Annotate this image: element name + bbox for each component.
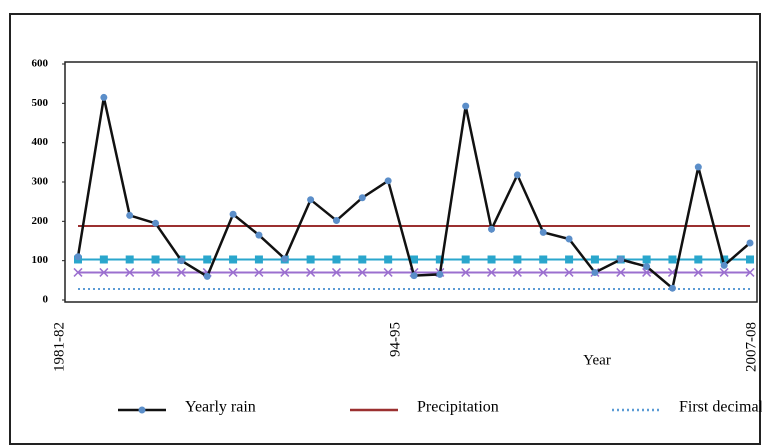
- y-tick-label: 500: [32, 97, 49, 109]
- data-point: [564, 267, 574, 277]
- data-point: [513, 255, 522, 264]
- data-point: [565, 255, 574, 264]
- data-point: [461, 255, 470, 264]
- data-point: [694, 163, 702, 171]
- data-point: [384, 255, 393, 264]
- data-point: [306, 255, 315, 264]
- data-point: [590, 255, 599, 264]
- data-point: [719, 267, 729, 277]
- data-point: [643, 263, 651, 271]
- data-point: [126, 211, 134, 219]
- data-point: [254, 255, 263, 264]
- data-point: [616, 267, 626, 277]
- data-point: [591, 268, 599, 276]
- data-point: [176, 267, 186, 277]
- data-point: [203, 272, 211, 280]
- data-point: [488, 225, 496, 233]
- legend-marker: [138, 406, 146, 414]
- y-tick-label: 200: [32, 215, 49, 227]
- data-point: [332, 255, 341, 264]
- data-point: [435, 255, 444, 264]
- data-point: [694, 255, 703, 264]
- data-point: [229, 255, 238, 264]
- data-point: [668, 255, 677, 264]
- data-point: [229, 210, 237, 218]
- data-point: [746, 239, 754, 247]
- data-point: [358, 255, 367, 264]
- data-point: [720, 255, 729, 264]
- data-point: [100, 93, 108, 101]
- data-point: [538, 267, 548, 277]
- x-axis-title: Year: [583, 352, 611, 368]
- x-tick-label: 2007-08: [743, 322, 759, 372]
- data-point: [358, 194, 366, 202]
- x-tick-label: 94-95: [387, 322, 403, 357]
- data-point: [152, 219, 160, 227]
- data-point: [461, 267, 471, 277]
- legend-label: Precipitation: [417, 399, 499, 416]
- data-point: [306, 267, 316, 277]
- y-tick-label: 100: [32, 254, 49, 266]
- data-point: [745, 267, 755, 277]
- data-point: [125, 255, 134, 264]
- data-point: [151, 255, 160, 264]
- data-point: [177, 257, 185, 265]
- data-point: [99, 255, 108, 264]
- data-point: [384, 177, 392, 185]
- y-tick-label: 300: [32, 176, 49, 188]
- data-point: [565, 235, 573, 243]
- data-point: [487, 267, 497, 277]
- data-point: [539, 255, 548, 264]
- data-point: [74, 253, 82, 261]
- data-point: [307, 196, 315, 204]
- data-point: [254, 267, 264, 277]
- data-point: [151, 267, 161, 277]
- data-point: [383, 267, 393, 277]
- data-point: [281, 255, 289, 263]
- chart-frame: [9, 13, 761, 445]
- data-point: [746, 255, 754, 264]
- data-point: [462, 102, 470, 110]
- data-point: [228, 267, 238, 277]
- legend-label: Yearly rain: [185, 399, 256, 416]
- data-point: [436, 270, 444, 278]
- data-point: [280, 267, 290, 277]
- y-tick-label: 400: [32, 136, 49, 148]
- data-point: [693, 267, 703, 277]
- x-tick-label: 1981-82: [51, 322, 67, 372]
- y-tick-label: 0: [43, 294, 49, 306]
- data-point: [487, 255, 496, 264]
- y-tick-label: 600: [32, 58, 49, 70]
- data-point: [539, 228, 547, 236]
- data-point: [410, 272, 418, 280]
- data-point: [668, 284, 676, 292]
- data-point: [357, 267, 367, 277]
- data-point: [410, 255, 418, 264]
- data-point: [99, 267, 109, 277]
- data-point: [617, 255, 625, 263]
- data-point: [125, 267, 135, 277]
- legend-label: First decimal: [679, 399, 762, 416]
- data-point: [513, 171, 521, 179]
- data-point: [331, 267, 341, 277]
- data-point: [642, 255, 651, 264]
- data-point: [255, 231, 263, 239]
- data-point: [73, 267, 83, 277]
- data-point: [512, 267, 522, 277]
- data-point: [203, 255, 212, 264]
- data-point: [332, 217, 340, 225]
- data-point: [720, 261, 728, 269]
